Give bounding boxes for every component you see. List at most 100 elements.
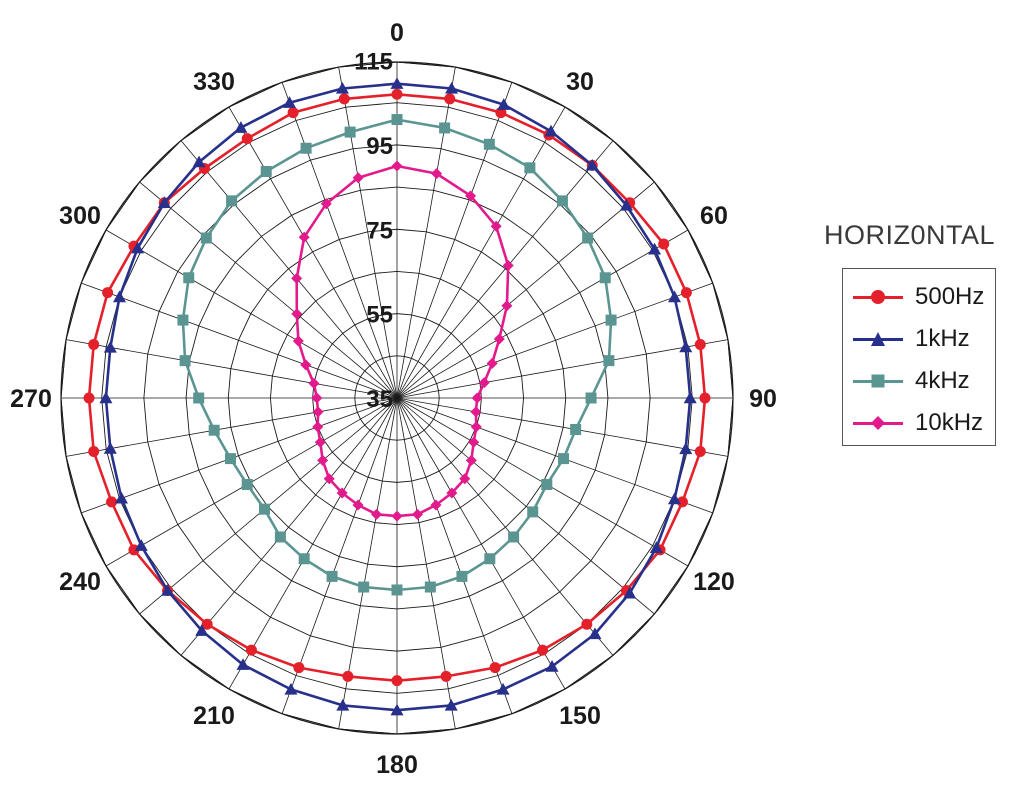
data-point-4kHz-130 (527, 506, 539, 518)
grid-ring (143, 144, 651, 652)
data-point-1kHz-210 (236, 658, 250, 670)
data-point-500Hz-290 (102, 287, 114, 299)
data-point-1kHz-0 (390, 77, 404, 89)
data-point-1kHz-100 (679, 442, 693, 455)
spoke-line (396, 282, 713, 399)
data-point-500Hz-280 (88, 339, 100, 351)
legend-label: 500Hz (915, 283, 985, 310)
data-point-1kHz-110 (668, 492, 682, 505)
radial-tick-label: 75 (366, 217, 393, 244)
data-point-10kHz-180 (391, 510, 403, 522)
angle-tick-label: 210 (193, 702, 235, 730)
data-point-4kHz-30 (524, 162, 536, 174)
spoke-line (139, 181, 398, 399)
data-point-10kHz-30 (490, 220, 502, 232)
data-point-10kHz-140 (459, 473, 471, 485)
spoke-line (180, 397, 398, 656)
data-point-10kHz-40 (502, 259, 514, 271)
data-point-1kHz-10 (445, 81, 459, 94)
series-10kHz (291, 160, 514, 522)
legend-marker-circle (871, 290, 885, 304)
angle-tick-label: 270 (10, 385, 52, 413)
data-point-10kHz-200 (352, 499, 364, 511)
spoke-line (396, 82, 513, 399)
data-point-1kHz-250 (114, 491, 128, 504)
data-point-1kHz-270 (99, 391, 113, 404)
spoke-line (105, 229, 398, 399)
outer-circle (60, 61, 734, 735)
spoke-line (396, 397, 655, 615)
data-point-500Hz-260 (88, 445, 100, 457)
data-point-10kHz-10 (431, 168, 443, 180)
data-point-500Hz-10 (444, 93, 456, 105)
data-point-10kHz-340 (320, 198, 332, 210)
data-point-10kHz-0 (391, 160, 403, 172)
data-point-500Hz-250 (106, 496, 118, 508)
spoke-line (66, 339, 398, 399)
data-point-1kHz-140 (588, 627, 602, 640)
spoke-line (396, 397, 713, 514)
legend-marker-triangle (871, 332, 885, 346)
data-point-4kHz-40 (556, 195, 568, 207)
angle-tick-label: 180 (376, 751, 418, 779)
data-point-10kHz-320 (291, 272, 303, 284)
data-point-10kHz-280 (308, 377, 320, 389)
data-point-500Hz-340 (287, 107, 299, 119)
grid-ring (354, 355, 440, 441)
legend-item: 1kHz (843, 319, 995, 359)
data-point-1kHz-240 (134, 539, 148, 551)
data-point-10kHz-330 (298, 231, 310, 243)
data-point-10kHz-20 (465, 190, 477, 202)
spoke-line (281, 397, 398, 714)
data-point-10kHz-80 (478, 377, 490, 389)
data-point-4kHz-90 (585, 392, 597, 404)
data-point-500Hz-180 (391, 675, 403, 687)
data-point-500Hz-100 (694, 445, 706, 457)
data-point-1kHz-290 (112, 290, 126, 303)
spoke-line (281, 82, 398, 399)
data-point-4kHz-70 (605, 314, 617, 326)
spoke-line (228, 397, 398, 690)
data-point-4kHz-300 (183, 272, 195, 284)
data-point-10kHz-220 (323, 473, 335, 485)
data-point-1kHz-350 (335, 81, 349, 94)
data-point-1kHz-180 (390, 703, 404, 716)
legend-item: 10kHz (843, 403, 995, 443)
data-point-10kHz-300 (292, 335, 304, 347)
radial-tick-label: 35 (366, 386, 393, 413)
data-point-1kHz-280 (103, 340, 117, 353)
data-point-1kHz-330 (234, 121, 248, 133)
data-point-500Hz-160 (489, 662, 501, 674)
spoke-line (396, 397, 614, 656)
data-point-500Hz-330 (241, 133, 253, 145)
data-point-4kHz-50 (582, 232, 594, 244)
angle-tick-label: 150 (559, 702, 601, 730)
legend-label: 4kHz (915, 367, 970, 394)
data-point-500Hz-190 (342, 670, 354, 682)
angle-tick-label: 30 (566, 68, 594, 96)
data-point-10kHz-230 (317, 454, 329, 466)
spoke-line (228, 106, 398, 399)
legend-label: 10kHz (915, 409, 984, 436)
data-point-1kHz-70 (668, 290, 682, 303)
data-point-1kHz-340 (283, 96, 297, 108)
angle-tick-label: 240 (59, 568, 101, 596)
data-point-4kHz-340 (300, 142, 312, 154)
spoke-line (396, 106, 566, 399)
data-point-1kHz-320 (192, 155, 206, 168)
data-point-4kHz-240 (241, 478, 253, 490)
data-point-4kHz-330 (260, 165, 272, 177)
data-point-500Hz-270 (83, 392, 95, 404)
data-point-1kHz-60 (648, 242, 662, 255)
data-point-4kHz-350 (344, 126, 356, 138)
data-point-1kHz-90 (683, 391, 697, 404)
spoke-line (396, 181, 655, 399)
data-point-10kHz-50 (501, 300, 513, 312)
data-point-1kHz-220 (195, 624, 209, 636)
series-layer (83, 77, 711, 716)
angle-tick-label: 0 (390, 19, 404, 47)
grid-ring (269, 270, 525, 526)
legend-item: 4kHz (843, 361, 995, 401)
data-point-1kHz-80 (679, 340, 693, 353)
